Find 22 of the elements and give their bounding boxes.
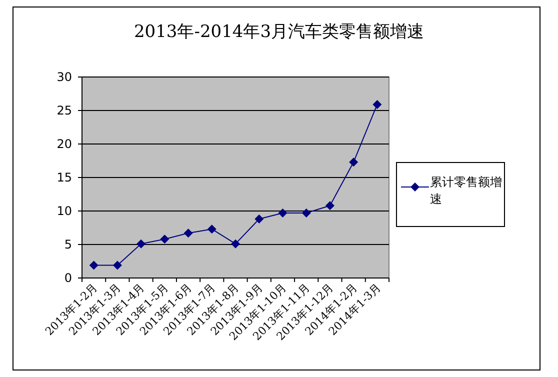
point: [254, 214, 264, 224]
point: [89, 260, 98, 270]
point: [160, 234, 170, 244]
y-tick-label: 5: [64, 238, 72, 252]
y-tick-label: 0: [64, 271, 72, 285]
y-tick-label: 10: [56, 204, 72, 218]
point: [136, 239, 146, 248]
y-tick-label: 15: [56, 170, 72, 184]
point: [302, 208, 311, 218]
y-tick-label: 20: [56, 137, 72, 151]
chart-title: 2013年-2014年3月汽车类零售额增速: [134, 22, 424, 42]
point: [325, 201, 334, 210]
legend-label: 累计零售额增速: [430, 174, 503, 208]
point: [231, 239, 240, 248]
point: [112, 260, 122, 270]
y-tick-label: 30: [56, 70, 72, 84]
point: [184, 228, 193, 238]
point: [278, 208, 288, 218]
point: [207, 224, 216, 234]
point: [372, 100, 382, 109]
point: [349, 158, 358, 167]
y-tick-label: 25: [56, 104, 72, 118]
